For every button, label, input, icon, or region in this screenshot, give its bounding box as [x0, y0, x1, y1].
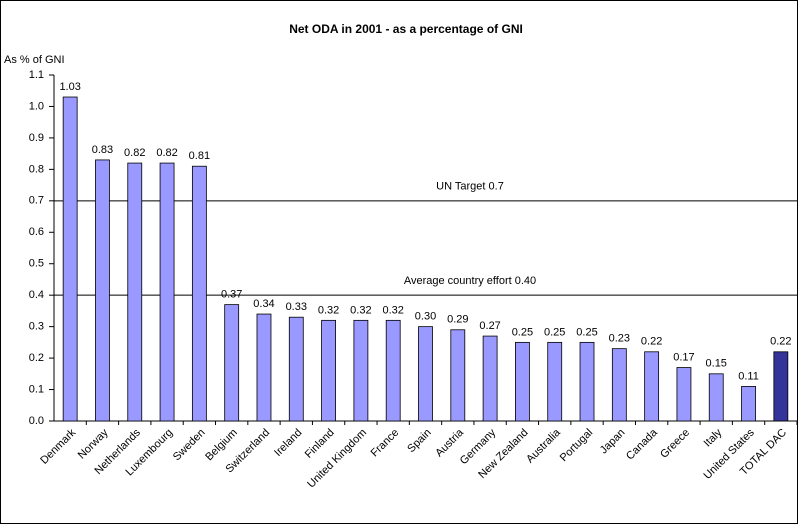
bar: [611, 348, 627, 422]
data-label: 0.27: [479, 320, 500, 332]
chart-title: Net ODA in 2001 - as a percentage of GNI: [289, 22, 523, 36]
data-label: 0.34: [253, 298, 274, 310]
data-label: 0.33: [286, 301, 307, 313]
data-label: 0.30: [415, 311, 436, 323]
bar: [676, 367, 692, 422]
bar: [741, 385, 756, 422]
bar: [159, 162, 175, 422]
y-tick-label: 0.2: [29, 352, 44, 364]
bar: [579, 341, 595, 422]
bar: [708, 373, 724, 422]
data-label: 0.11: [738, 370, 759, 382]
bar: [547, 341, 563, 422]
reference-label: Average country effort 0.40: [404, 275, 536, 287]
bar: [127, 162, 143, 422]
bar: [256, 313, 272, 422]
data-label: 0.22: [641, 336, 662, 348]
y-tick-label: 0.1: [29, 383, 44, 395]
data-label: 0.32: [350, 304, 371, 316]
data-label: 0.25: [576, 326, 597, 338]
data-label: 0.15: [706, 358, 727, 370]
bar: [95, 159, 110, 422]
data-label: 0.17: [673, 351, 694, 363]
data-label: 0.25: [544, 326, 565, 338]
data-label: 0.82: [156, 147, 177, 159]
y-tick-label: 0.4: [29, 289, 44, 301]
bar: [644, 351, 660, 422]
data-label: 1.03: [59, 81, 80, 93]
bar: [773, 351, 789, 422]
y-tick-label: 1.1: [29, 69, 44, 81]
data-label: 0.83: [92, 144, 113, 156]
data-label: 0.82: [124, 147, 145, 159]
bar: [515, 341, 530, 422]
y-tick-label: 0.8: [29, 163, 44, 175]
y-tick-label: 0.9: [29, 132, 44, 144]
data-label: 0.29: [447, 314, 468, 326]
bar: [482, 335, 498, 422]
bar: [288, 316, 304, 422]
y-tick-label: 1.0: [29, 100, 44, 112]
data-label: 0.22: [770, 336, 791, 348]
y-axis-label: As % of GNI: [4, 54, 65, 66]
data-label: 0.25: [512, 326, 533, 338]
y-tick-label: 0.3: [29, 321, 44, 333]
bar: [321, 319, 336, 422]
bar: [353, 319, 369, 422]
bar: [385, 319, 401, 422]
bar: [418, 326, 433, 422]
data-label: 0.32: [318, 304, 339, 316]
y-tick-label: 0.5: [29, 258, 44, 270]
data-label: 0.81: [189, 150, 210, 162]
bar: [62, 96, 78, 422]
bar: [191, 165, 207, 422]
bar: [450, 329, 466, 422]
reference-label: UN Target 0.7: [436, 181, 504, 193]
data-label: 0.23: [609, 333, 630, 345]
data-label: 0.37: [221, 289, 242, 301]
y-tick-label: 0.0: [29, 415, 44, 427]
data-label: 0.32: [382, 304, 403, 316]
bar: [224, 304, 240, 422]
y-tick-label: 0.7: [29, 195, 44, 207]
y-tick-label: 0.6: [29, 226, 44, 238]
